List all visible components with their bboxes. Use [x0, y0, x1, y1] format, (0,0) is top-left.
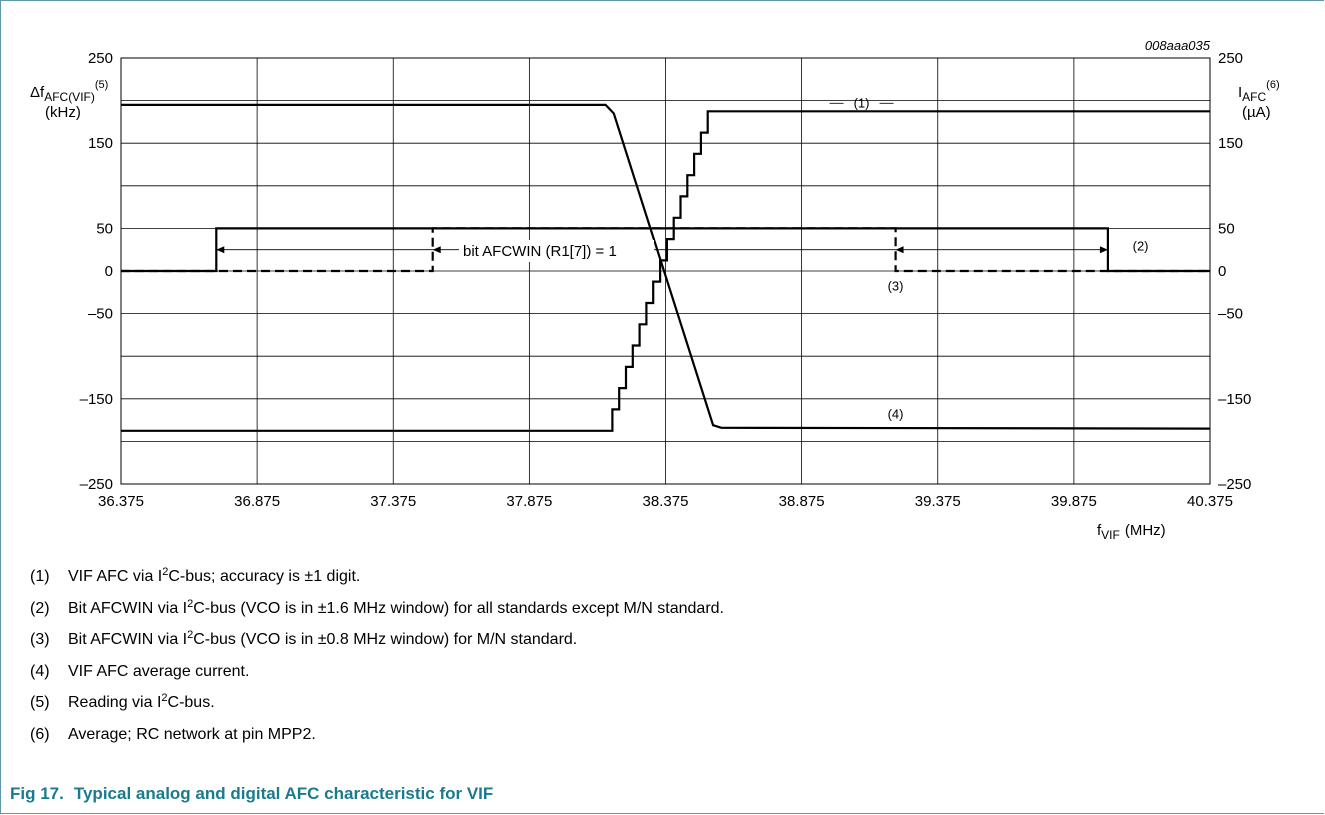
right-axis-unit: (µA): [1242, 104, 1271, 121]
footnote-text-pre: VIF AFC via I: [68, 568, 163, 585]
left-axis-sup: (5): [95, 79, 108, 91]
series-line-4: [121, 103, 1211, 430]
footnote-text-post: C-bus; accuracy is ±1 digit.: [168, 568, 361, 585]
footnote-text-pre: Bit AFCWIN via I: [68, 631, 188, 649]
afcwin-annotation: bit AFCWIN (R1[7]) = 1: [463, 243, 617, 260]
chart-tick-labels: 36.375 36.875 37.375 37.875 38.375 38.875 39.3…: [80, 50, 1252, 510]
footnote-number: (1): [30, 568, 50, 585]
y-tick-label-right: 250: [1218, 50, 1243, 67]
footnote-item: (4) VIF AFC average current.: [30, 658, 724, 690]
y-tick-label-left: 250: [88, 50, 113, 67]
footnote-text-pre: Average; RC network at pin MPP2.: [68, 725, 316, 743]
left-axis-label: ΔfAFC(VIF)(5): [30, 79, 108, 104]
y-tick-label-left: –250: [80, 476, 113, 493]
footnote-number: (2): [30, 599, 50, 617]
y-tick-label-right: –250: [1218, 476, 1251, 493]
footnote-item: (3) Bit AFCWIN via I2C-bus (VCO is in ±0.…: [30, 626, 724, 658]
footnote-text-post: C-bus (VCO is in ±0.8 MHz window) for M/…: [193, 631, 578, 649]
x-axis-subscript: VIF: [1101, 528, 1120, 542]
footnote-item: (6) Average; RC network at pin MPP2.: [30, 721, 724, 753]
chart-series: (1) (2) (3) (4): [121, 95, 1211, 432]
footnote-text-pre: Bit AFCWIN via I: [68, 599, 188, 617]
series-label: (4): [888, 406, 904, 421]
y-tick-label-right: 0: [1218, 263, 1226, 280]
y-tick-label-right: 150: [1218, 135, 1243, 152]
x-tick-label: 36.875: [234, 493, 280, 510]
right-axis-symbol: I: [1238, 84, 1242, 101]
series-line-2: [121, 227, 1210, 273]
afc-characteristic-chart: (1) (2) (3) (4) 36.375 36.875 37.375 37.875 38.…: [30, 38, 1280, 542]
footnote-text-post: C-bus (VCO is in ±1.6 MHz window) for al…: [193, 599, 724, 617]
right-axis-sup: (6): [1266, 79, 1279, 91]
x-tick-label: 40.375: [1187, 493, 1233, 510]
series-line-3: [121, 227, 1210, 273]
left-axis-subscript: AFC(VIF): [44, 90, 95, 104]
y-tick-label-left: –150: [80, 391, 113, 408]
afcwin-annotation-arrows: [216, 246, 1108, 254]
footnote-sup: 2: [161, 692, 168, 705]
footnote-item: (5) Reading via I2C-bus.: [30, 689, 724, 721]
x-axis-label: fVIF (MHz): [1097, 522, 1166, 542]
footnote-number: (4): [30, 662, 50, 680]
right-axis-subscript: AFC: [1242, 90, 1266, 104]
x-tick-label: 39.875: [1051, 493, 1097, 510]
annotation-background: [459, 240, 654, 262]
figure-id-label: 008aaa035: [1145, 38, 1211, 53]
footnote-sup: 2: [187, 597, 194, 610]
footnote-sup: 2: [162, 566, 169, 578]
series-label: (1): [854, 95, 870, 110]
footnote-number: (3): [30, 631, 50, 649]
footnote-text-pre: Reading via I: [68, 694, 162, 712]
right-axis-label: IAFC(6): [1238, 79, 1280, 104]
y-tick-label-left: 50: [96, 220, 113, 237]
footnote-number: (6): [30, 725, 50, 743]
x-tick-label: 38.875: [779, 493, 825, 510]
y-tick-label-right: 50: [1218, 220, 1235, 237]
footnote-sup: 2: [187, 629, 194, 642]
x-tick-label: 39.375: [915, 493, 961, 510]
figure-number: Fig 17.: [10, 784, 64, 803]
arrowhead: [1099, 246, 1108, 254]
arrowhead: [895, 246, 904, 254]
x-tick-label: 37.875: [506, 493, 552, 510]
footnote-text-post: C-bus.: [167, 694, 215, 712]
x-tick-label: 38.375: [643, 493, 689, 510]
footnote-text-pre: VIF AFC average current.: [68, 662, 250, 680]
x-tick-label: 37.375: [370, 493, 416, 510]
footnote-item: (1) VIF AFC via I2C-bus; accuracy is ±1 d…: [30, 563, 724, 595]
left-axis-symbol: Δf: [30, 84, 45, 101]
x-tick-label: 36.375: [98, 493, 144, 510]
footnote-item: (2) Bit AFCWIN via I2C-bus (VCO is in ±1.…: [30, 595, 724, 627]
x-axis-unit: (MHz): [1125, 522, 1166, 539]
y-tick-label-left: 0: [105, 263, 113, 280]
y-tick-label-left: 150: [88, 135, 113, 152]
arrowhead: [432, 246, 441, 254]
figure-title: Typical analog and digital AFC character…: [73, 784, 494, 803]
left-axis-unit: (kHz): [45, 104, 81, 121]
x-axis-symbol: f: [1097, 522, 1102, 539]
y-tick-label-right: –50: [1218, 306, 1243, 323]
footnote-number: (5): [30, 694, 50, 712]
series-label: (2): [1133, 238, 1149, 253]
figure-caption: Fig 17. Typical analog and digital AFC ch…: [10, 784, 493, 804]
footnotes-list: (1) VIF AFC via I2C-bus; accuracy is ±1 d…: [30, 563, 724, 753]
series-line-1: [121, 110, 1210, 432]
y-tick-label-right: –150: [1218, 391, 1251, 408]
series-label: (3): [888, 278, 904, 293]
arrowhead: [216, 246, 225, 254]
y-tick-label-left: –50: [88, 306, 113, 323]
